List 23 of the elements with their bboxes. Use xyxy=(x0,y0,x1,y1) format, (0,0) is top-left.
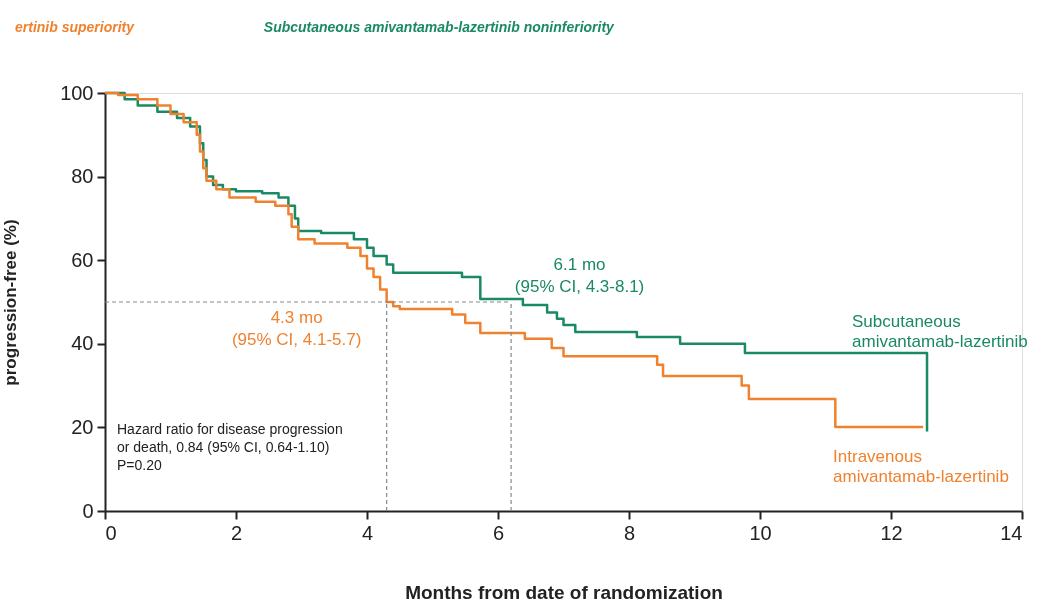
x-tick-label: 2 xyxy=(230,521,243,544)
x-axis-title: Months from date of randomization xyxy=(405,581,723,603)
x-tick-label: 4 xyxy=(361,521,374,544)
annotation: 4.3 mo (95% CI, 4.1-5.7) xyxy=(231,308,362,349)
x-tick-label: 12 xyxy=(880,521,903,544)
y-tick-label: 60 xyxy=(71,248,94,271)
y-tick-label: 20 xyxy=(71,415,94,438)
series-label: Subcutaneous amivantamab-lazertinib xyxy=(852,312,1028,351)
y-tick-label: 80 xyxy=(71,165,94,188)
annotation: 6.1 mo (95% CI, 4.3-8.1) xyxy=(514,255,645,296)
y-axis-title: progression-free (%) xyxy=(1,219,21,386)
series-label: Intravenous amivantamab-lazertinib xyxy=(833,446,1009,486)
x-tick-label: 0 xyxy=(105,521,117,544)
y-tick-label: 40 xyxy=(71,332,94,355)
x-tick-label: 8 xyxy=(623,521,636,544)
y-tick-label: 0 xyxy=(82,499,94,522)
x-tick-label: 14 xyxy=(1000,521,1023,544)
x-tick-label: 6 xyxy=(492,521,505,544)
text: ertinib superiority xyxy=(15,19,136,35)
y-tick-label: 100 xyxy=(60,81,94,104)
x-tick-label: 10 xyxy=(749,521,772,544)
text: Subcutaneous amivantamab-lazertinib noninferiority xyxy=(263,19,616,35)
annotation: Hazard ratio for disease progression or death, 0.84 (95% CI, 0.64-1.10) P=0.20 xyxy=(117,421,343,474)
